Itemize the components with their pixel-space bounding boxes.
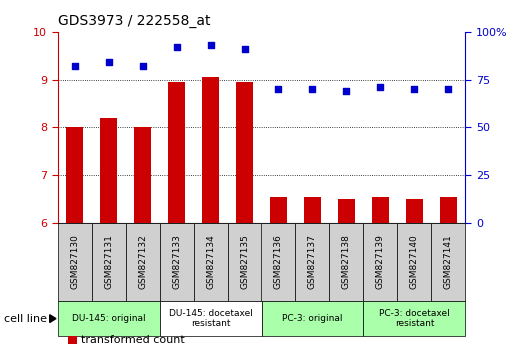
Text: cell line: cell line [4,314,47,324]
Point [411,86,419,92]
Text: GSM827130: GSM827130 [70,234,79,290]
Point [275,86,283,92]
Point [241,46,249,52]
Bar [202,77,219,223]
Text: GSM827141: GSM827141 [444,235,453,289]
Bar [236,82,253,223]
Point [70,63,78,69]
Bar [100,118,117,223]
Bar [406,199,423,223]
Text: GSM827134: GSM827134 [206,235,215,289]
Text: PC-3: docetaxel
resistant: PC-3: docetaxel resistant [379,309,450,328]
Bar [440,197,457,223]
Point [206,42,215,48]
Bar [134,127,151,223]
Bar [338,199,355,223]
Text: GSM827138: GSM827138 [342,234,351,290]
Text: DU-145: original: DU-145: original [72,314,145,323]
Point [377,85,385,90]
Bar [304,197,321,223]
Text: GDS3973 / 222558_at: GDS3973 / 222558_at [58,14,210,28]
Text: GSM827139: GSM827139 [376,234,385,290]
Point [105,59,113,65]
Text: GSM827133: GSM827133 [172,234,181,290]
Bar [372,197,389,223]
Text: transformed count: transformed count [81,335,185,345]
Text: GSM827132: GSM827132 [138,235,147,289]
Text: PC-3: original: PC-3: original [282,314,343,323]
Point [343,88,351,94]
Point [138,63,146,69]
Text: GSM827136: GSM827136 [274,234,283,290]
Text: GSM827137: GSM827137 [308,234,317,290]
Text: DU-145: docetaxel
resistant: DU-145: docetaxel resistant [168,309,253,328]
Text: GSM827140: GSM827140 [410,235,419,289]
Point [445,86,453,92]
Bar [168,82,185,223]
Bar [270,197,287,223]
Bar [66,127,83,223]
Point [173,44,181,50]
Text: GSM827135: GSM827135 [240,234,249,290]
Text: GSM827131: GSM827131 [104,234,113,290]
Point [309,86,317,92]
